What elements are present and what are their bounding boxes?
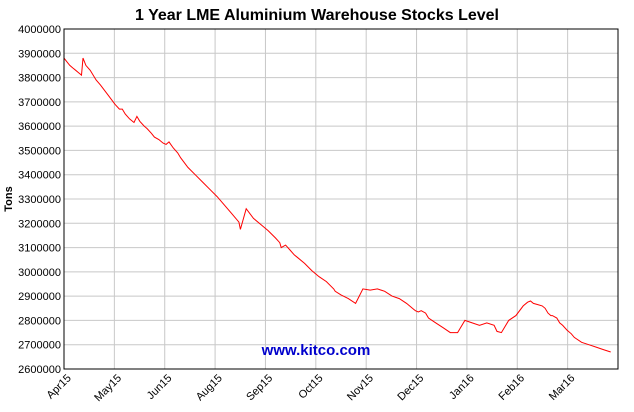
y-tick-label: 3200000 xyxy=(18,218,61,230)
y-tick-label: 2800000 xyxy=(18,315,61,327)
y-axis-ticks: 2600000 2700000 2800000 2900000 3000000 31000… xyxy=(18,24,61,376)
y-tick-label: 2600000 xyxy=(18,364,61,376)
series-line xyxy=(63,57,611,353)
x-tick-label: Dec15 xyxy=(395,372,426,403)
y-tick-label: 3700000 xyxy=(18,97,61,109)
x-tick-label: Oct15 xyxy=(296,372,325,401)
y-tick-label: 3000000 xyxy=(18,267,61,279)
y-tick-label: 3800000 xyxy=(18,73,61,85)
x-tick-label: May15 xyxy=(92,372,124,404)
chart-title: 1 Year LME Aluminium Warehouse Stocks Le… xyxy=(135,7,499,24)
x-tick-label: Sep15 xyxy=(244,372,275,403)
plot-border xyxy=(63,28,619,370)
y-tick-label: 2700000 xyxy=(18,340,61,352)
y-tick-label: 3100000 xyxy=(18,243,61,255)
y-tick-label: 2900000 xyxy=(18,291,61,303)
y-axis-label: Tons xyxy=(3,186,15,211)
x-tick-label: Jan16 xyxy=(447,372,477,402)
x-tick-label: Nov15 xyxy=(345,372,376,403)
x-tick-label: Mar16 xyxy=(547,372,578,403)
x-tick-label: Apr15 xyxy=(45,372,74,401)
x-tick-label: Feb16 xyxy=(497,372,528,403)
y-tick-label: 4000000 xyxy=(18,24,61,36)
y-tick-label: 3900000 xyxy=(18,48,61,60)
y-tick-label: 3500000 xyxy=(18,145,61,157)
watermark-text: www.kitco.com xyxy=(261,342,371,359)
x-tick-label: Jun15 xyxy=(145,372,175,402)
y-tick-label: 3600000 xyxy=(18,121,61,133)
x-axis-ticks: Apr15 May15 Jun15 Aug15 Sep15 Oct15 Nov15 Dec15… xyxy=(45,372,578,404)
x-tick-label: Aug15 xyxy=(194,372,225,403)
y-tick-label: 3300000 xyxy=(18,194,61,206)
y-tick-label: 3400000 xyxy=(18,170,61,182)
